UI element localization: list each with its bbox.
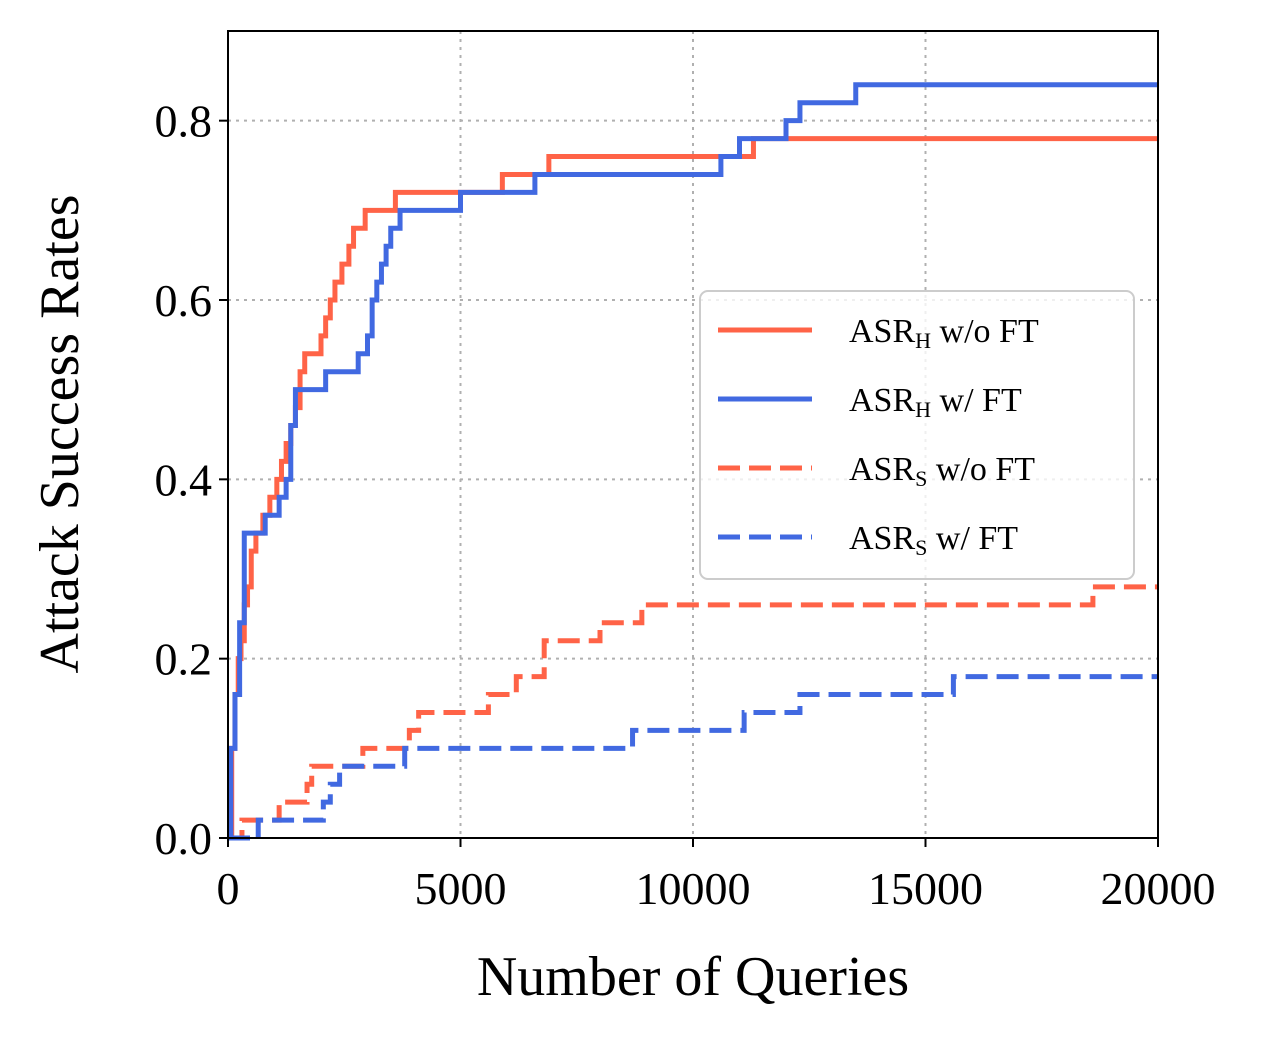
legend-label-1: ASRH w/ FT	[849, 382, 1022, 422]
legend-label-2: ASRS w/o FT	[849, 451, 1035, 491]
x-tick-label: 5000	[415, 863, 507, 914]
legend: ASRH w/o FT ASRH w/ FT ASRS w/o FT ASRS w/ …	[699, 290, 1135, 580]
legend-box	[699, 290, 1135, 580]
series-layer	[228, 82, 1158, 841]
y-tick-label: 0.0	[155, 813, 213, 864]
legend-label-3: ASRS w/ FT	[849, 520, 1018, 560]
x-tick-label: 0	[217, 863, 240, 914]
x-tick-label: 20000	[1101, 863, 1216, 914]
series-line-2	[228, 584, 1158, 841]
y-tick-label: 0.2	[155, 634, 213, 685]
x-tick-label: 15000	[868, 863, 983, 914]
x-axis-label: Number of Queries	[477, 946, 909, 1008]
y-tick-label: 0.4	[155, 454, 213, 505]
y-tick-label: 0.8	[155, 96, 213, 147]
legend-label-0: ASRH w/o FT	[849, 313, 1039, 353]
y-axis-label: Attack Success Rates	[29, 195, 91, 674]
x-tick-label: 10000	[636, 863, 751, 914]
ticks: 0 5000 10000 15000 20000 0.0 0.2 0.4 0.6 0.8	[155, 96, 1216, 914]
y-tick-label: 0.6	[155, 275, 213, 326]
series-line-3	[228, 674, 1158, 841]
series-line-1	[228, 82, 1158, 841]
